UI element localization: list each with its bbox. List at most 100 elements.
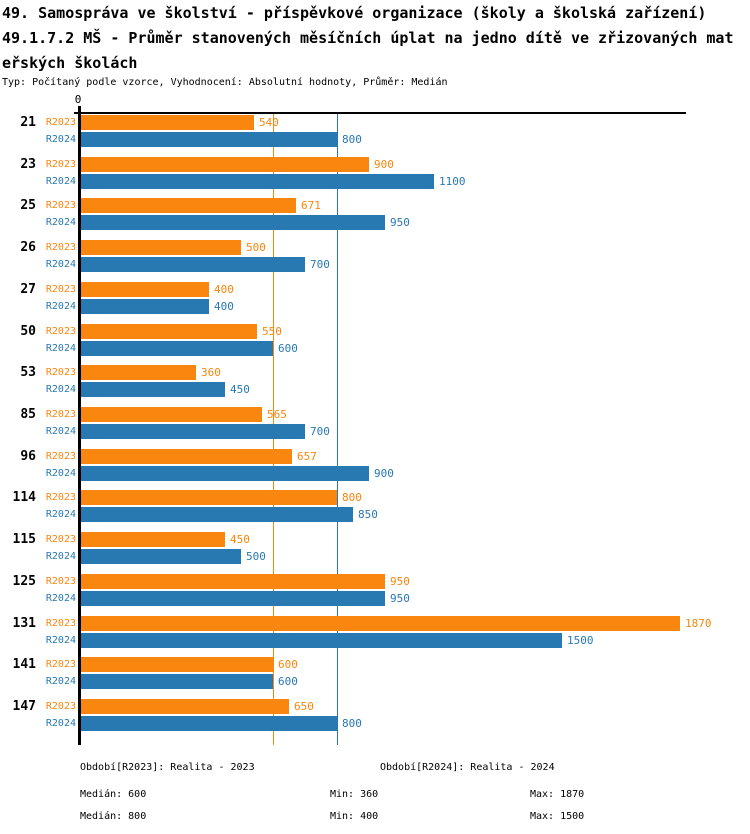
stat-min-r2024: Min: 400 bbox=[330, 811, 379, 822]
bar-r2024 bbox=[81, 424, 305, 439]
series-label-r2024: R2024 bbox=[45, 676, 76, 687]
bar-r2024 bbox=[81, 132, 337, 147]
category-label: 27 bbox=[20, 282, 36, 297]
series-label-r2023: R2023 bbox=[45, 701, 76, 712]
bar-r2023 bbox=[81, 449, 292, 464]
series-label-r2023: R2023 bbox=[45, 618, 76, 629]
category-label: 26 bbox=[20, 240, 36, 255]
stat-median-r2023: Medián: 600 bbox=[80, 789, 147, 800]
category-label: 141 bbox=[12, 657, 36, 672]
series-label-r2023: R2023 bbox=[45, 451, 76, 462]
bar-value-r2023: 450 bbox=[230, 533, 250, 546]
series-label-r2023: R2023 bbox=[45, 200, 76, 211]
bar-value-r2024: 950 bbox=[390, 216, 410, 229]
bar-r2024 bbox=[81, 674, 273, 689]
bar-r2024 bbox=[81, 215, 385, 230]
bar-value-r2024: 450 bbox=[230, 383, 250, 396]
series-label-r2023: R2023 bbox=[45, 409, 76, 420]
bar-value-r2024: 1500 bbox=[567, 634, 594, 647]
bar-value-r2023: 360 bbox=[201, 366, 221, 379]
bar-value-r2023: 540 bbox=[259, 116, 279, 129]
series-label-r2023: R2023 bbox=[45, 159, 76, 170]
bar-r2024 bbox=[81, 633, 562, 648]
bar-r2024 bbox=[81, 549, 241, 564]
series-label-r2024: R2024 bbox=[45, 635, 76, 646]
axis-vertical-line bbox=[78, 106, 81, 745]
bar-r2023 bbox=[81, 115, 254, 130]
series-label-r2024: R2024 bbox=[45, 551, 76, 562]
bar-value-r2024: 400 bbox=[214, 300, 234, 313]
bar-value-r2023: 800 bbox=[342, 491, 362, 504]
series-label-r2024: R2024 bbox=[45, 176, 76, 187]
report-title-line-3: eřských školách bbox=[2, 54, 138, 72]
series-label-r2023: R2023 bbox=[45, 242, 76, 253]
series-label-r2023: R2023 bbox=[45, 284, 76, 295]
series-label-r2023: R2023 bbox=[45, 492, 76, 503]
series-label-r2024: R2024 bbox=[45, 468, 76, 479]
category-label: 25 bbox=[20, 198, 36, 213]
report-title-line-1: 49. Samospráva ve školství - příspěvkové… bbox=[2, 4, 707, 22]
category-label: 85 bbox=[20, 407, 36, 422]
stat-max-r2024: Max: 1500 bbox=[530, 811, 585, 822]
bar-value-r2024: 850 bbox=[358, 508, 378, 521]
bar-value-r2024: 600 bbox=[278, 675, 298, 688]
bar-r2024 bbox=[81, 257, 305, 272]
category-label: 23 bbox=[20, 157, 36, 172]
category-label: 125 bbox=[12, 574, 36, 589]
series-label-r2024: R2024 bbox=[45, 593, 76, 604]
series-label-r2023: R2023 bbox=[45, 534, 76, 545]
bar-r2024 bbox=[81, 174, 434, 189]
bar-value-r2023: 600 bbox=[278, 658, 298, 671]
bar-value-r2023: 657 bbox=[297, 450, 317, 463]
bar-value-r2023: 900 bbox=[374, 158, 394, 171]
series-label-r2024: R2024 bbox=[45, 217, 76, 228]
bar-value-r2023: 400 bbox=[214, 283, 234, 296]
series-label-r2023: R2023 bbox=[45, 326, 76, 337]
bar-value-r2024: 700 bbox=[310, 425, 330, 438]
bar-r2023 bbox=[81, 532, 225, 547]
bar-value-r2024: 1100 bbox=[439, 175, 466, 188]
bar-value-r2024: 900 bbox=[374, 467, 394, 480]
bar-r2023 bbox=[81, 157, 369, 172]
bar-value-r2023: 550 bbox=[262, 325, 282, 338]
series-label-r2024: R2024 bbox=[45, 384, 76, 395]
category-label: 115 bbox=[12, 532, 36, 547]
bar-r2023 bbox=[81, 282, 209, 297]
median-line-r2024 bbox=[337, 114, 338, 745]
bar-r2023 bbox=[81, 324, 257, 339]
axis-zero-label: 0 bbox=[74, 93, 82, 106]
bar-value-r2023: 565 bbox=[267, 408, 287, 421]
bar-value-r2023: 671 bbox=[301, 199, 321, 212]
category-label: 21 bbox=[20, 115, 36, 130]
bar-value-r2024: 500 bbox=[246, 550, 266, 563]
series-label-r2024: R2024 bbox=[45, 259, 76, 270]
bar-value-r2024: 600 bbox=[278, 342, 298, 355]
bar-r2023 bbox=[81, 240, 241, 255]
bar-r2023 bbox=[81, 699, 289, 714]
bar-r2024 bbox=[81, 591, 385, 606]
bar-r2023 bbox=[81, 198, 296, 213]
bar-r2023 bbox=[81, 574, 385, 589]
bar-r2024 bbox=[81, 341, 273, 356]
bar-r2023 bbox=[81, 407, 262, 422]
series-label-r2023: R2023 bbox=[45, 659, 76, 670]
bar-r2023 bbox=[81, 365, 196, 380]
bar-value-r2024: 800 bbox=[342, 717, 362, 730]
stat-max-r2023: Max: 1870 bbox=[530, 789, 585, 800]
category-label: 147 bbox=[12, 699, 36, 714]
bar-value-r2024: 950 bbox=[390, 592, 410, 605]
bar-value-r2023: 950 bbox=[390, 575, 410, 588]
bar-r2024 bbox=[81, 382, 225, 397]
series-label-r2024: R2024 bbox=[45, 426, 76, 437]
legend-item-r2024: Období[R2024]: Realita - 2024 bbox=[380, 762, 555, 773]
bar-value-r2024: 700 bbox=[310, 258, 330, 271]
bar-r2024 bbox=[81, 299, 209, 314]
category-label: 131 bbox=[12, 616, 36, 631]
bar-r2024 bbox=[81, 507, 353, 522]
bar-value-r2023: 500 bbox=[246, 241, 266, 254]
report-title-line-2: 49.1.7.2 MŠ - Průměr stanovených měsíční… bbox=[2, 29, 734, 47]
category-label: 50 bbox=[20, 324, 36, 339]
bar-r2023 bbox=[81, 657, 273, 672]
report-meta-line: Typ: Počítaný podle vzorce, Vyhodnocení:… bbox=[2, 77, 448, 88]
bar-r2023 bbox=[81, 490, 337, 505]
